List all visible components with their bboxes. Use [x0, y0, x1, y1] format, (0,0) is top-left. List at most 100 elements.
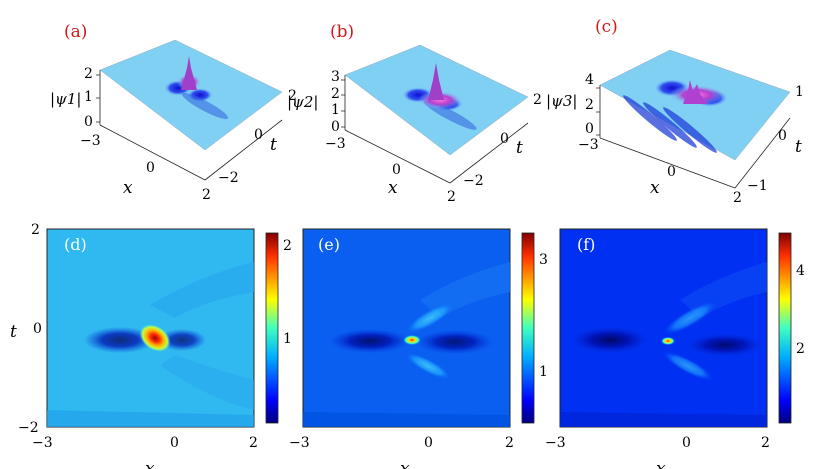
xtick-f-0: −3: [545, 435, 566, 451]
heatmap-e-peak: [403, 335, 421, 345]
heatmap-e-bottom-band: [303, 412, 510, 427]
xtick-d-1: 0: [170, 435, 179, 451]
ztick-b-1: 2: [331, 86, 340, 102]
heatmap-f-lobe-left: [570, 326, 650, 354]
surface-b-zaxis: [341, 75, 346, 130]
xtick-a-0: −3: [80, 133, 101, 149]
xtick-d-0: −3: [32, 435, 53, 451]
ztick-b-3: 0: [331, 119, 340, 135]
ytick-d-0: 2: [31, 222, 40, 238]
heatmap-f-peak: [661, 337, 675, 345]
heatmap-e-lobe-left: [330, 329, 410, 353]
surface-b-taxis: [449, 122, 529, 184]
xtick-d-2: 2: [249, 435, 258, 451]
zlabel-c: |ψ3|: [546, 92, 577, 110]
colorbar-e: [521, 232, 535, 424]
surface-c-taxis: [734, 117, 791, 189]
panel-e: (e) −3 0 2 x 3 1: [289, 228, 548, 469]
cbar-f-tick-0: 4: [796, 263, 805, 279]
surface-b-xaxis: [344, 129, 451, 184]
ttick-a-0: 2: [288, 88, 297, 104]
xtick-b-0: −3: [325, 136, 346, 152]
tlabel-c: t: [795, 137, 802, 157]
surface-c-ridge-2: [643, 102, 697, 148]
surface-c-ridge-1: [623, 95, 677, 141]
ttick-b-2: −2: [463, 173, 484, 189]
surface-a-xaxis: [99, 124, 206, 181]
xlabel-d: x: [145, 459, 155, 469]
xtick-a-2: 2: [202, 187, 211, 203]
heatmap-f-lobe-right: [685, 333, 765, 357]
ttick-c-2: −1: [747, 178, 768, 194]
cbar-f-tick-1: 2: [796, 341, 805, 357]
ttick-c-1: 0: [778, 128, 787, 144]
surface-a-taxis: [204, 119, 283, 181]
ttick-b-0: 2: [533, 92, 542, 108]
heatmap-f-glow-upper: [663, 301, 717, 335]
xtick-f-2: 2: [761, 435, 770, 451]
xtick-c-0: −3: [578, 137, 599, 153]
panel-c: (c) |ψ3| 4 2 0 −3 0 2 x 1 0 −1 t: [546, 17, 804, 206]
heatmap-e-glow-lower: [404, 352, 452, 380]
cbar-d-tick-0: 2: [283, 238, 292, 254]
cbar-e-tick-0: 3: [539, 252, 548, 268]
surface-a-peak: [181, 56, 197, 90]
heatmap-f-bottom-band: [560, 412, 767, 427]
heatmap-e-lobe-right: [417, 330, 493, 354]
ztick-a-2: 0: [84, 114, 93, 130]
xtick-b-1: 0: [392, 162, 401, 178]
xtick-e-0: −3: [289, 435, 310, 451]
cbar-d-tick-1: 1: [283, 331, 292, 347]
panel-b: (b) |ψ2| 3 2 1 0 −3 0 2 x 2 0 −2 t: [287, 22, 542, 205]
zlabel-a: |ψ1|: [50, 90, 81, 108]
heatmap-d-peak: [139, 324, 171, 352]
heatmap-d-lower-band: [160, 355, 254, 410]
xtick-c-2: 2: [733, 190, 742, 206]
ztick-a-1: 1: [84, 89, 93, 105]
xlabel-e: x: [400, 459, 410, 469]
panel-d: (d) 2 0 −2 t −3 0 2 x 2 1: [10, 222, 292, 469]
ztick-b-2: 1: [331, 102, 340, 118]
ytick-d-2: −2: [18, 420, 39, 436]
tag-a: (a): [64, 22, 87, 42]
colorbar-d: [265, 232, 279, 424]
surface-a-ridge: [181, 93, 229, 119]
colorbar-f: [778, 232, 792, 424]
tlabel-a: t: [270, 135, 277, 155]
xtick-a-1: 0: [146, 160, 155, 176]
tag-c: (c): [595, 17, 618, 37]
surface-c-xaxis: [599, 137, 736, 189]
ztick-c-2: 0: [585, 121, 594, 137]
xtick-c-1: 0: [667, 164, 676, 180]
xlabel-b: x: [388, 178, 398, 198]
xlabel-c: x: [650, 178, 660, 198]
surface-a-zaxis: [96, 70, 101, 125]
heatmap-d-lobe-left: [84, 327, 156, 353]
surface-c-ridge-3: [663, 107, 717, 153]
ztick-c-1: 2: [585, 97, 594, 113]
ytick-d-1: 0: [33, 321, 42, 337]
tag-d: (d): [64, 235, 87, 254]
xtick-b-2: 2: [447, 189, 456, 205]
zlabel-b: |ψ2|: [287, 93, 318, 111]
surface-c-peak: [683, 80, 708, 104]
ztick-a-0: 2: [84, 66, 93, 82]
heatmap-d-bottom-band: [47, 410, 254, 427]
tlabel-b: t: [516, 138, 523, 158]
heatmap-d-band: [150, 262, 254, 318]
surface-c: [599, 49, 791, 161]
xtick-e-1: 0: [424, 435, 433, 451]
ztick-b-0: 3: [331, 69, 340, 85]
heatmap-e-glow-upper: [405, 302, 455, 334]
xlabel-a: x: [123, 178, 133, 198]
surface-c-zaxis: [596, 85, 601, 138]
ztick-c-0: 4: [585, 72, 594, 88]
panel-a: (a) |ψ1| 2 1 0 −3 0 2 x 2 0 −2 t: [50, 22, 297, 203]
ylabel-d: t: [10, 322, 17, 342]
ttick-a-1: 0: [254, 127, 263, 143]
tag-b: (b): [330, 22, 354, 42]
ttick-a-2: −2: [218, 170, 239, 186]
tag-f: (f): [577, 235, 595, 254]
ttick-b-1: 0: [500, 131, 509, 147]
panel-f: (f) −3 0 2 x 4 2: [545, 228, 805, 469]
